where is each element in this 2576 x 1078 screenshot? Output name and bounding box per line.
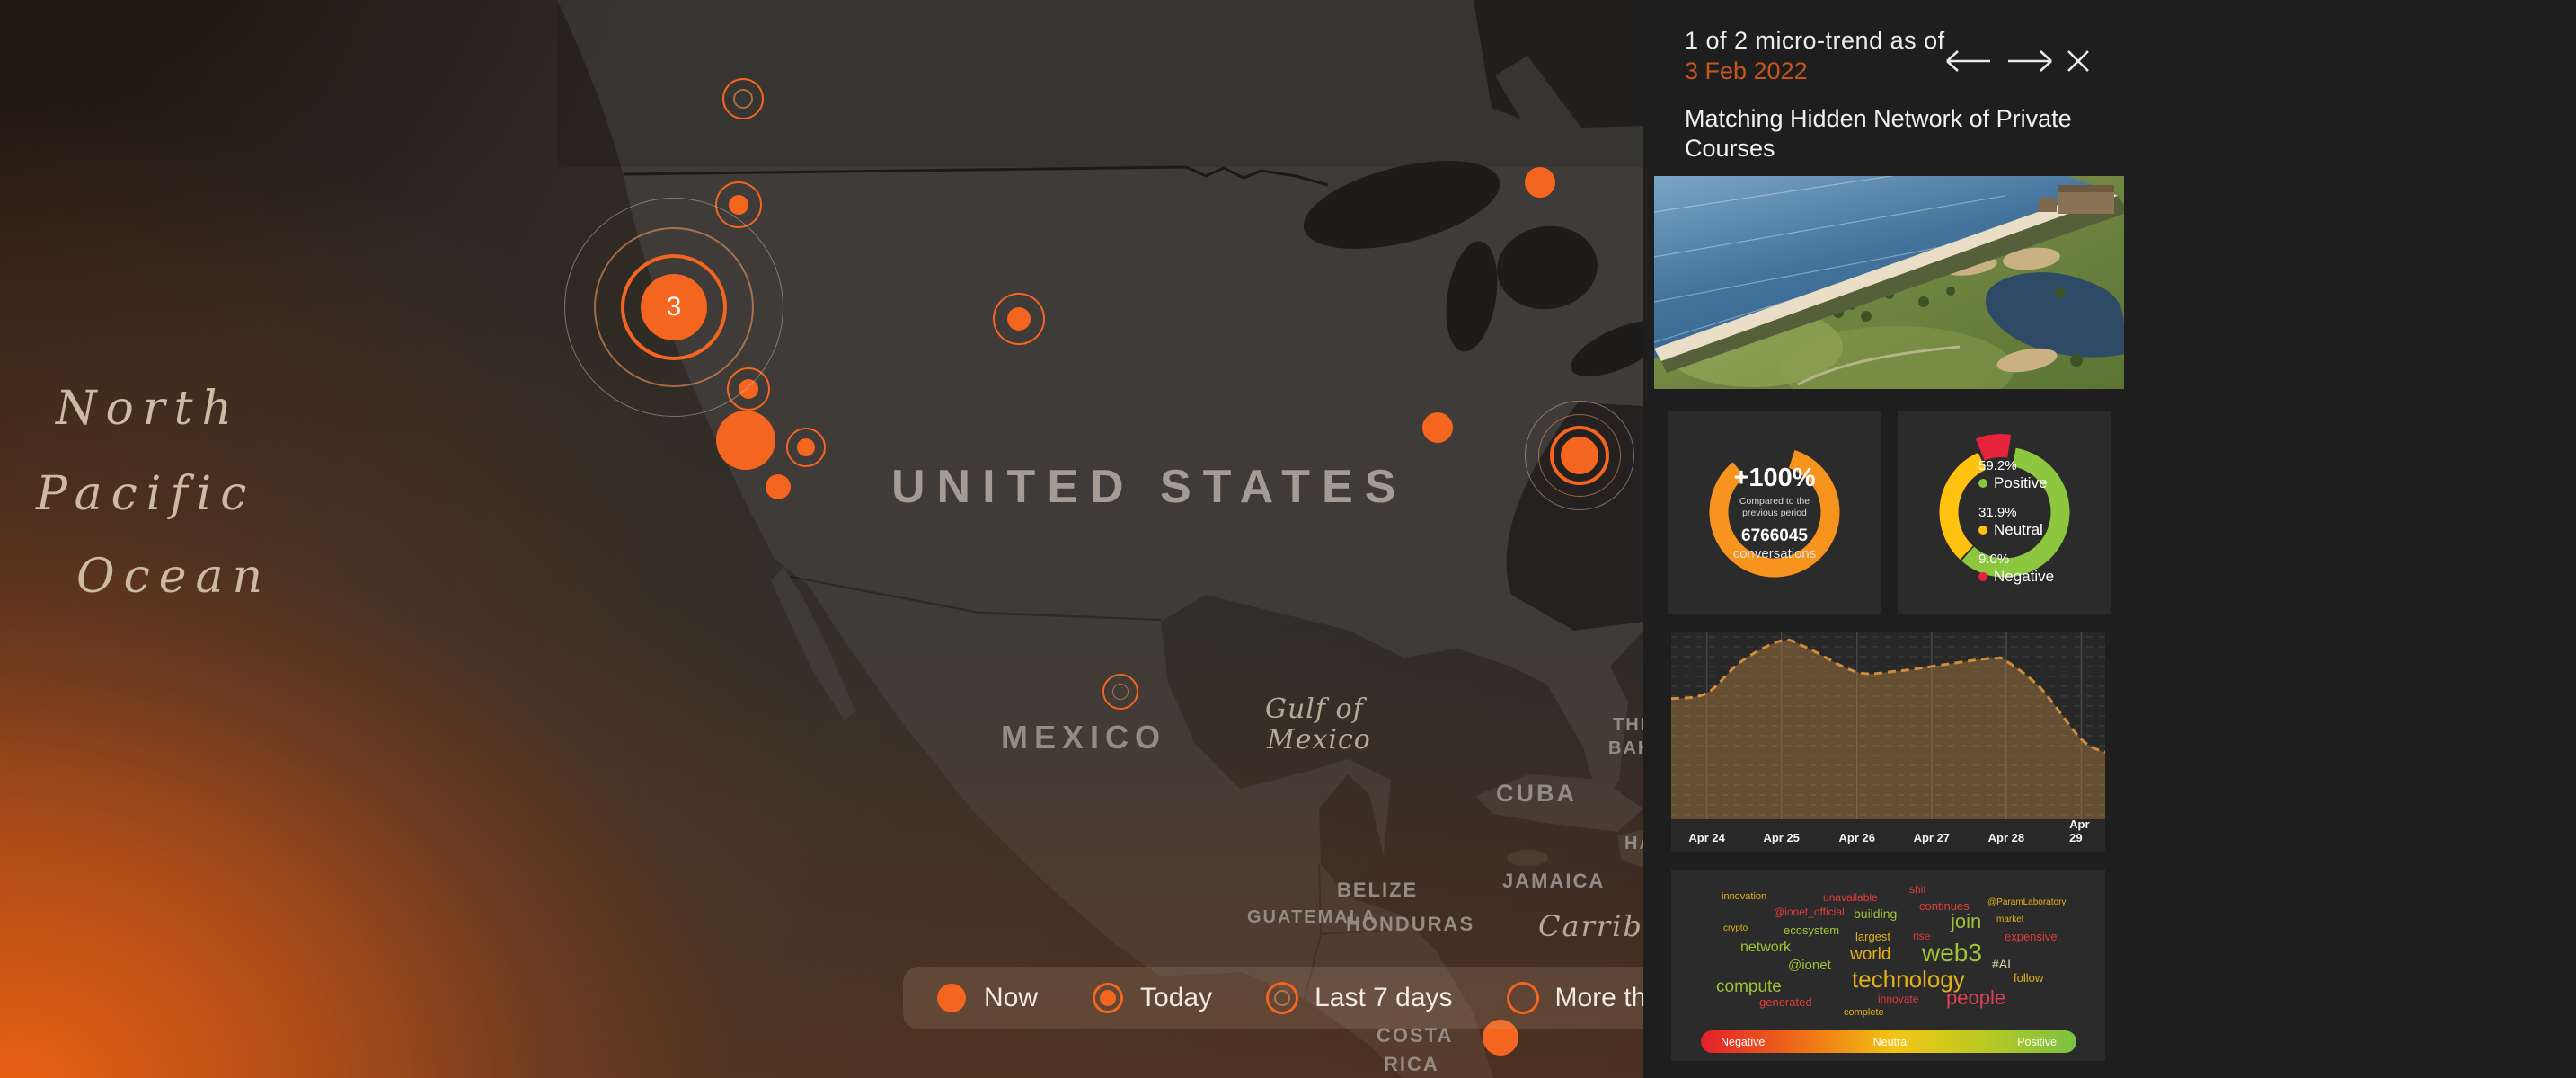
today-marker-icon bbox=[1090, 980, 1126, 1016]
axis-tick: Apr 27 bbox=[1913, 831, 1951, 844]
label-costa-rica-2: RICA bbox=[1384, 1053, 1439, 1075]
now-marker-icon bbox=[934, 980, 969, 1016]
axis-tick: Apr 28 bbox=[1987, 831, 2025, 844]
timeline-area-chart bbox=[1670, 632, 2106, 819]
label-belize: BELIZE bbox=[1337, 879, 1419, 901]
close-icon[interactable] bbox=[2064, 47, 2093, 75]
wordcloud-card: innovation unavailable shit @ionet_official… bbox=[1671, 870, 2105, 1061]
sentiment-donut-chart bbox=[1934, 434, 2070, 578]
trend-title: Matching Hidden Network of Private Cours… bbox=[1685, 105, 2072, 162]
neutral-dot bbox=[1978, 525, 1987, 535]
label-haiti: HAITI bbox=[1624, 834, 1643, 853]
scale-positive: Positive bbox=[2017, 1035, 2057, 1048]
negative-dot bbox=[1978, 571, 1987, 581]
map-legend: Now Today Last 7 days More than 7 days ago bbox=[903, 967, 1643, 1029]
timeline-axis: Apr 24 Apr 25 Apr 26 Apr 27 Apr 28 Apr 29 bbox=[1671, 817, 2105, 852]
cloud-word: technology bbox=[1852, 966, 1965, 993]
legend-item-today: Today bbox=[1090, 980, 1212, 1016]
older-marker-icon bbox=[1505, 980, 1541, 1016]
cloud-word: innovation bbox=[1722, 891, 1767, 902]
cloud-word: network bbox=[1740, 940, 1792, 955]
cloud-word: largest bbox=[1855, 930, 1891, 943]
label-jamaica: JAMAICA bbox=[1502, 870, 1606, 892]
label-honduras: HONDURAS bbox=[1346, 913, 1475, 935]
label-bahamas-2: BAHAMAS bbox=[1608, 738, 1643, 758]
prev-arrow-button[interactable] bbox=[1942, 45, 1994, 77]
wordcloud: innovation unavailable shit @ionet_official… bbox=[1671, 870, 2105, 1030]
cloud-word: world bbox=[1850, 945, 1891, 964]
cloud-word: ecosystem bbox=[1784, 923, 1840, 937]
positive-dot bbox=[1978, 478, 1987, 488]
cloud-word: people bbox=[1946, 986, 2006, 1009]
volume-change: +100% bbox=[1733, 463, 1816, 492]
last7-marker-icon bbox=[1264, 980, 1300, 1016]
cloud-word: @ionet_official bbox=[1774, 906, 1845, 918]
scale-negative: Negative bbox=[1721, 1035, 1766, 1048]
label-gulf-1: Gulf of bbox=[1265, 694, 1364, 725]
trend-panel: 1 of 2 micro-trend as of 3 Feb 2022 Matc… bbox=[1643, 0, 2576, 1078]
map-canvas[interactable]: North Pacific Ocean UNITED STATES MEXICO… bbox=[0, 0, 1643, 1078]
cloud-word: building bbox=[1854, 906, 1898, 921]
label-gulf-2: Mexico bbox=[1267, 724, 1371, 755]
label-bahamas-1: THE bbox=[1613, 715, 1643, 735]
axis-tick: Apr 26 bbox=[1838, 831, 1875, 844]
scale-neutral: Neutral bbox=[1872, 1035, 1909, 1048]
cloud-word: unavailable bbox=[1823, 891, 1878, 904]
conversation-count-label: conversations bbox=[1732, 545, 1817, 561]
axis-tick: Apr 25 bbox=[1763, 831, 1800, 844]
cloud-word: continues bbox=[1919, 899, 1970, 913]
label-costa-rica-1: COSTA bbox=[1377, 1024, 1454, 1047]
cloud-word: web3 bbox=[1922, 939, 1982, 967]
label-north-pacific-2: Pacific bbox=[36, 467, 256, 521]
sentiment-scale: Negative Neutral Positive bbox=[1701, 1030, 2076, 1053]
cloud-word: complete bbox=[1844, 1007, 1884, 1018]
sentiment-donut-card: 59.2% Positive 31.9% Neutral 9.0% Negati… bbox=[1898, 411, 2111, 614]
volume-donut-center: +100% Compared to the previous period 676… bbox=[1732, 463, 1817, 561]
cluster-count: 3 bbox=[666, 292, 682, 322]
cloud-word: market bbox=[1996, 915, 2024, 924]
sentiment-legend: 59.2% Positive 31.9% Neutral 9.0% Negati… bbox=[1978, 458, 2055, 585]
cloud-word: rise bbox=[1913, 930, 1931, 942]
legend-item-older: More than 7 days ago bbox=[1505, 980, 1643, 1016]
volume-donut-card: +100% Compared to the previous period 676… bbox=[1668, 411, 1881, 614]
label-north-pacific-3: Ocean bbox=[76, 550, 272, 604]
cloud-word: join bbox=[1951, 910, 1982, 932]
cloud-word: #AI bbox=[1992, 957, 2012, 971]
cloud-word: compute bbox=[1716, 977, 1782, 996]
label-north-pacific-1: North bbox=[56, 382, 242, 436]
timeline-card: Apr 24 Apr 25 Apr 26 Apr 27 Apr 28 Apr 29 bbox=[1670, 632, 2106, 852]
legend-item-now: Now bbox=[934, 980, 1038, 1016]
axis-tick: Apr 29 bbox=[2069, 817, 2090, 844]
label-mexico: MEXICO bbox=[1001, 719, 1167, 755]
legend-item-last7: Last 7 days bbox=[1264, 980, 1453, 1016]
label-caribbean: Carribbean bbox=[1538, 909, 1643, 943]
cloud-word: follow bbox=[2014, 971, 2044, 985]
conversation-count: 6766045 bbox=[1741, 526, 1808, 545]
label-united-states: UNITED STATES bbox=[891, 461, 1408, 513]
next-arrow-button[interactable] bbox=[2005, 45, 2057, 77]
cloud-word: expensive bbox=[2005, 930, 2058, 943]
volume-donut-chart bbox=[1709, 446, 1840, 578]
label-cuba: CUBA bbox=[1496, 780, 1577, 807]
panel-counter: 1 of 2 micro-trend as of bbox=[1685, 27, 1945, 54]
cloud-word: shit bbox=[1909, 883, 1926, 896]
panel-date: 3 Feb 2022 bbox=[1685, 57, 1808, 84]
cloud-word: generated bbox=[1759, 995, 1812, 1009]
axis-tick: Apr 24 bbox=[1688, 831, 1725, 844]
trend-photo bbox=[1654, 176, 2124, 389]
cloud-word: innovate bbox=[1878, 993, 1919, 1005]
label-guatemala: GUATEMALA bbox=[1247, 907, 1377, 927]
cloud-word: crypto bbox=[1723, 923, 1748, 933]
cloud-word: @ParamLaboratory bbox=[1987, 897, 2067, 907]
cloud-word: @ionet bbox=[1788, 958, 1831, 973]
